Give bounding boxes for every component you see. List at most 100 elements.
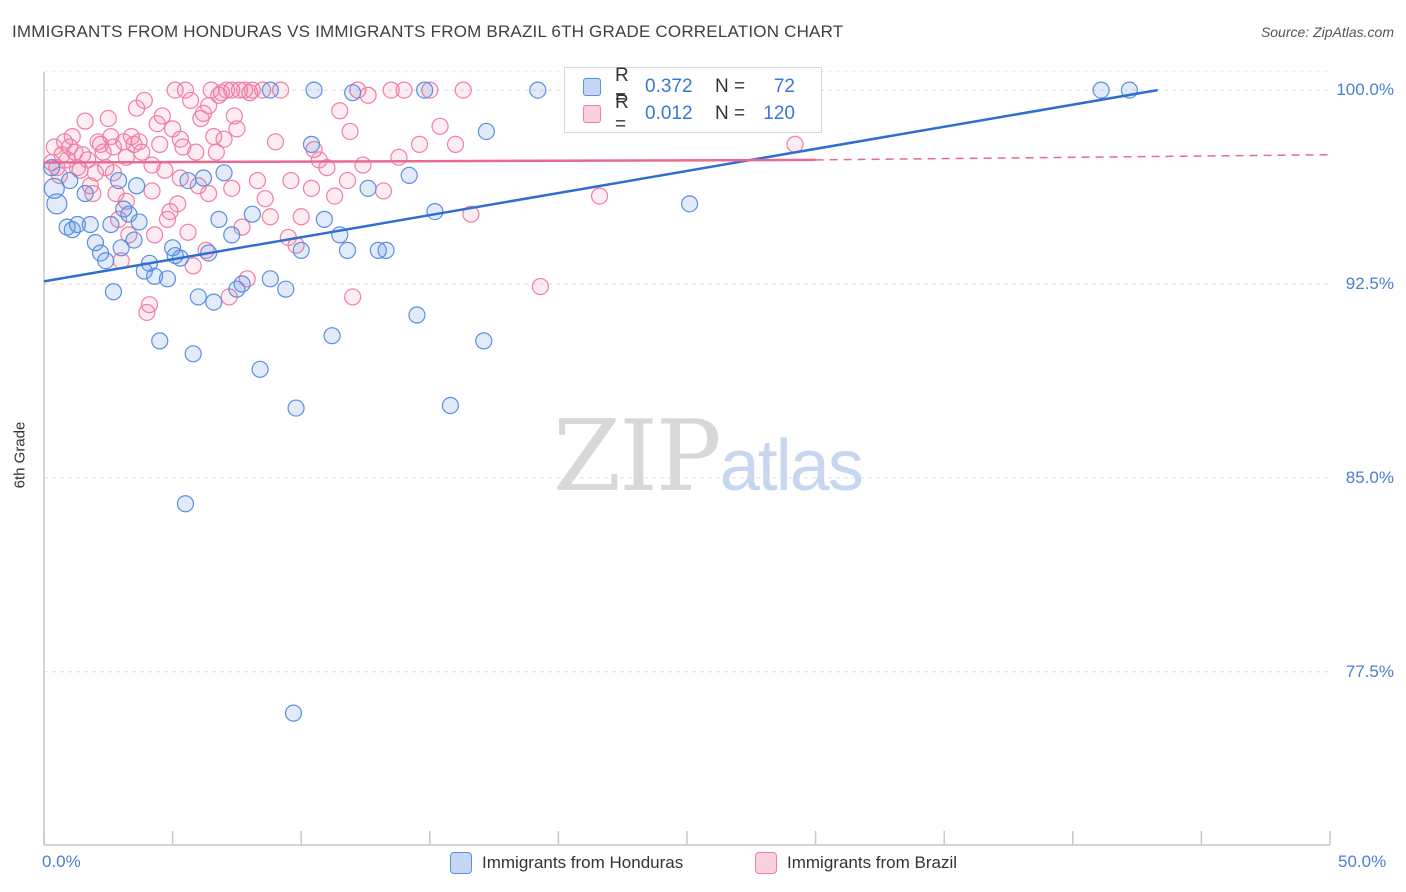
honduras-point xyxy=(43,177,65,199)
honduras-point xyxy=(115,200,133,218)
brazil-point xyxy=(179,223,197,241)
honduras-point xyxy=(243,205,261,223)
brazil-points xyxy=(43,81,804,322)
honduras-point xyxy=(125,231,143,249)
honduras-point xyxy=(416,81,434,99)
legend-row-brazil: R = 0.012 N = 120 xyxy=(583,92,795,135)
honduras-point xyxy=(1092,81,1110,99)
brazil-point xyxy=(786,135,804,153)
x-tick-label-min: 0.0% xyxy=(42,852,81,871)
honduras-point xyxy=(261,81,279,99)
brazil-point xyxy=(228,120,246,138)
brazil-point xyxy=(410,135,429,153)
honduras-point xyxy=(151,332,169,350)
brazil-point xyxy=(238,270,256,288)
brazil-point xyxy=(531,277,549,296)
brazil-point xyxy=(184,257,202,275)
brazil-point xyxy=(266,133,285,151)
honduras-point xyxy=(61,171,79,190)
axes xyxy=(43,72,1331,846)
honduras-point xyxy=(359,179,377,197)
brazil-point xyxy=(344,288,362,306)
brazil-point xyxy=(200,184,218,203)
legend-n-label: N = xyxy=(715,103,746,124)
brazil-point xyxy=(248,171,267,190)
brazil-point xyxy=(215,130,233,148)
brazil-point xyxy=(462,205,480,223)
brazil-point xyxy=(135,91,153,110)
honduras-point xyxy=(233,275,251,293)
honduras-point xyxy=(223,226,241,244)
y-tick-label: 85.0% xyxy=(1345,467,1394,487)
brazil-point xyxy=(99,109,117,128)
honduras-point xyxy=(127,177,146,195)
honduras-point xyxy=(68,215,87,234)
brazil-point xyxy=(318,159,336,177)
legend-r-label: R = xyxy=(615,92,629,135)
brazil-point xyxy=(256,190,274,208)
trend-lines xyxy=(43,88,1331,283)
brazil-point xyxy=(140,296,159,314)
brazil-point xyxy=(145,226,164,244)
brazil-point xyxy=(282,171,300,190)
brazil-point xyxy=(207,143,225,161)
honduras-point xyxy=(63,221,81,239)
brazil-point xyxy=(261,208,279,226)
honduras-legend-label: Immigrants from Honduras xyxy=(482,853,684,872)
brazil-point xyxy=(169,195,187,213)
honduras-point xyxy=(228,280,246,298)
honduras-point xyxy=(475,332,493,350)
honduras-point xyxy=(130,213,148,231)
brazil-point xyxy=(61,138,79,156)
brazil-point xyxy=(130,133,148,151)
honduras-point xyxy=(400,166,418,185)
brazil-point xyxy=(143,182,161,200)
brazil-point xyxy=(102,128,120,146)
brazil-point xyxy=(174,138,192,156)
brazil-point xyxy=(153,107,171,125)
brazil-point xyxy=(156,161,174,179)
honduras-point xyxy=(179,171,197,190)
honduras-point xyxy=(323,327,341,345)
honduras-point xyxy=(261,270,279,288)
brazil-point xyxy=(359,86,377,104)
honduras-point xyxy=(344,84,362,102)
y-tick-label: 92.5% xyxy=(1345,273,1394,293)
honduras-point xyxy=(158,270,177,288)
brazil-point xyxy=(218,81,236,99)
brazil-point xyxy=(79,151,97,169)
brazil-point xyxy=(292,208,310,226)
brazil-point xyxy=(187,143,205,161)
honduras-point xyxy=(441,396,459,415)
honduras-point xyxy=(529,81,547,99)
honduras-point xyxy=(302,135,321,153)
brazil-point xyxy=(382,81,400,99)
honduras-point xyxy=(277,280,295,298)
brazil-point xyxy=(76,112,94,130)
legend-r-value: 0.372 xyxy=(645,76,693,97)
honduras-point xyxy=(377,241,395,259)
brazil-point xyxy=(331,102,349,120)
watermark-atlas: atlas xyxy=(719,426,864,506)
honduras-point xyxy=(426,203,444,221)
brazil-legend-icon xyxy=(755,852,777,874)
brazil-point xyxy=(225,107,243,125)
correlation-legend: R = 0.372 N = 72 R = 0.012 N = 120 xyxy=(564,65,822,135)
honduras-point xyxy=(112,239,130,257)
brazil-point xyxy=(590,187,609,205)
honduras-point xyxy=(408,306,426,324)
honduras-point xyxy=(287,399,305,417)
brazil-point xyxy=(241,84,259,102)
brazil-point xyxy=(421,81,439,99)
brazil-point xyxy=(104,138,123,156)
honduras-point xyxy=(284,704,303,722)
brazil-point xyxy=(302,179,321,197)
x-tick-label-max: 50.0% xyxy=(1338,852,1387,871)
source-credit: Source: ZipAtlas.com xyxy=(1260,24,1394,40)
honduras-point xyxy=(477,122,495,141)
honduras-point xyxy=(210,210,228,228)
honduras-point xyxy=(251,360,269,378)
honduras-point xyxy=(205,293,223,311)
y-axis-label: 6th Grade xyxy=(11,421,29,489)
brazil-point xyxy=(454,81,472,99)
